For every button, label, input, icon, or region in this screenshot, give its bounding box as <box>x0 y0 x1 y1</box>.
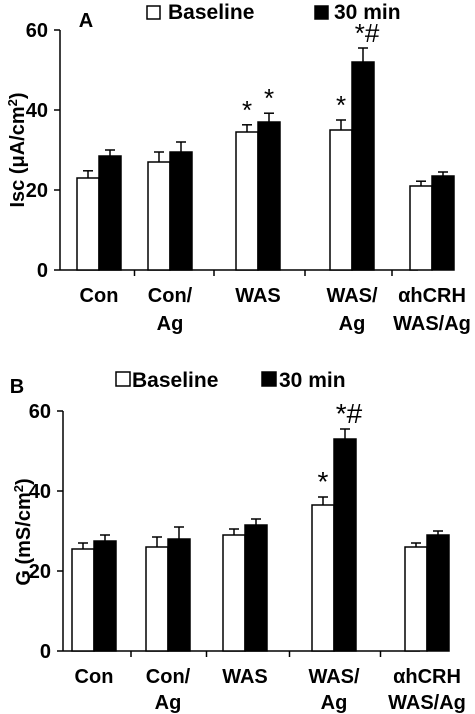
bar-30-min <box>169 151 193 271</box>
bar-baseline <box>235 131 259 271</box>
bar-baseline <box>409 185 433 271</box>
panel-label: B <box>10 376 24 398</box>
bar-baseline <box>71 548 95 652</box>
legend-label: Baseline <box>132 369 218 392</box>
bar-baseline <box>76 177 100 271</box>
y-axis-title-end: ) <box>13 478 35 485</box>
legend-swatch-baseline <box>115 371 131 387</box>
legend-label: 30 min <box>279 369 346 392</box>
x-tick-label: Con/ <box>146 666 191 688</box>
x-tick-label: Ag <box>339 313 366 335</box>
legend-label: 30 min <box>334 1 401 24</box>
y-tick-label: 40 <box>26 100 48 122</box>
y-tick-label: 0 <box>40 641 51 663</box>
legend-swatch-baseline <box>146 5 161 20</box>
x-tick-label: αhCRH <box>393 666 461 688</box>
bar-30-min <box>244 524 268 652</box>
chart-panel-a: A Baseline 30 min Isc (μA/cm2) 0 20 40 60 Con Con… <box>5 1 471 335</box>
bar-baseline <box>145 546 169 652</box>
x-tick-label: WAS/Ag <box>393 313 471 335</box>
chart-panel-b: B Baseline 30 min G (mS/cm2) 0 20 40 60 Con Con/A… <box>10 369 466 714</box>
bar-baseline <box>404 546 428 652</box>
x-tick-label: WAS/ <box>308 666 360 688</box>
significance-mark: * <box>242 95 252 125</box>
legend-swatch-30-min <box>261 371 277 387</box>
y-axis-title-end: ) <box>7 92 29 99</box>
x-tick-label: Con <box>80 285 119 307</box>
significance-mark: *# <box>355 18 380 48</box>
bar-30-min <box>93 540 117 652</box>
bar-30-min <box>431 175 455 271</box>
significance-mark: * <box>264 83 274 113</box>
bar-30-min <box>351 61 375 271</box>
bar-baseline <box>222 534 246 652</box>
y-tick-label: 20 <box>26 180 48 202</box>
x-tick-label: WAS/Ag <box>388 692 466 714</box>
significance-mark: * <box>318 466 329 497</box>
bar-30-min <box>333 438 357 652</box>
x-tick-label: Ag <box>155 692 182 714</box>
y-tick-label: 60 <box>29 401 51 423</box>
panel-label: A <box>79 10 93 32</box>
bar-baseline <box>311 504 335 652</box>
bar-30-min <box>98 155 122 271</box>
y-axis-title: G (mS/cm2) <box>11 478 35 585</box>
legend-swatch-30-min <box>314 5 329 20</box>
y-tick-label: 40 <box>29 481 51 503</box>
significance-mark: *# <box>336 398 363 429</box>
bar-baseline <box>147 161 171 271</box>
bar-30-min <box>426 534 450 652</box>
bar-baseline <box>329 129 353 271</box>
y-tick-label: 0 <box>37 260 48 282</box>
x-tick-label: Ag <box>157 313 184 335</box>
x-tick-label: Ag <box>321 692 348 714</box>
y-axis-title-superscript: 2 <box>5 99 20 106</box>
x-tick-label: WAS/ <box>326 285 378 307</box>
y-axis-title: Isc (μA/cm2) <box>5 92 29 207</box>
x-tick-label: Con/ <box>148 285 193 307</box>
x-tick-label: WAS <box>235 285 281 307</box>
bar-30-min <box>167 538 191 652</box>
y-tick-label: 60 <box>26 20 48 42</box>
y-axis-title-superscript: 2 <box>11 485 26 492</box>
y-axis-title-main: G (mS/cm <box>13 492 35 585</box>
bar-30-min <box>257 121 281 271</box>
y-axis-title-main: Isc (μA/cm <box>7 106 29 207</box>
legend-label: Baseline <box>168 1 254 24</box>
x-tick-label: αhCRH <box>398 285 466 307</box>
x-tick-label: Con <box>75 666 114 688</box>
x-tick-label: WAS <box>222 666 268 688</box>
y-tick-label: 20 <box>29 561 51 583</box>
significance-mark: * <box>336 90 346 120</box>
